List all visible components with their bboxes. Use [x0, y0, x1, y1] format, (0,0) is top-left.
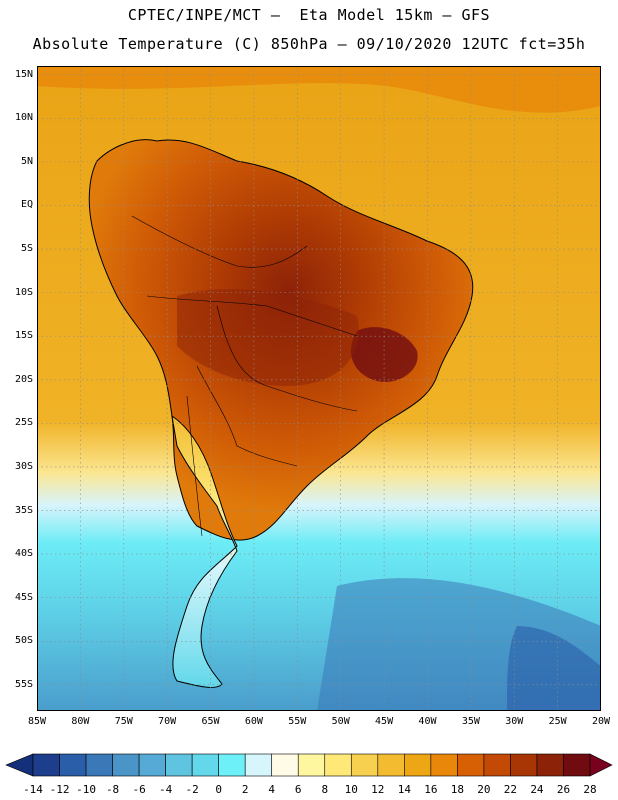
colorbar-tick-label: 22	[503, 783, 518, 796]
colorbar-swatch	[271, 753, 299, 777]
colorbar-tick-label: -8	[105, 783, 120, 796]
colorbar-tick-label: -6	[132, 783, 146, 796]
lon-tick-label: 20W	[591, 716, 611, 727]
lon-tick-label: 80W	[71, 716, 90, 727]
lat-tick-label: 5N	[20, 155, 33, 167]
colorbar-tick-label: 8	[321, 783, 329, 796]
colorbar-swatch	[510, 753, 538, 777]
colorbar-tick-label: 26	[556, 783, 571, 796]
colorbar-tick-label: -14	[23, 783, 43, 796]
colorbar-tick-label: 20	[477, 783, 491, 796]
colorbar-tick-label: 14	[397, 783, 411, 796]
colorbar-tick-label: 28	[583, 783, 597, 796]
lat-tick-label: 5S	[20, 243, 33, 255]
colorbar-tick-label: -4	[158, 783, 173, 796]
lat-tick-label: 30S	[14, 460, 33, 472]
temperature-map	[37, 66, 601, 711]
colorbar-tick-label: 16	[424, 783, 438, 796]
colorbar-tick-label: 6	[294, 783, 302, 796]
lat-tick-label: 10S	[14, 286, 33, 298]
colorbar-tick-label: -10	[76, 783, 96, 796]
lat-tick-label: 15S	[14, 330, 33, 342]
lat-tick-label: EQ	[20, 199, 33, 211]
map-frame	[37, 66, 601, 711]
colorbar-swatch	[350, 753, 379, 777]
central-hot-zone	[177, 288, 359, 386]
colorbar-swatch	[483, 753, 511, 777]
colorbar-swatch	[59, 753, 87, 777]
colorbar-swatch	[138, 753, 166, 777]
colorbar-under-arrow	[5, 753, 34, 777]
colorbar-tick-label: 12	[371, 783, 385, 796]
colorbar-swatch	[324, 753, 352, 777]
colorbar-swatch	[191, 753, 219, 777]
political-borders	[131, 215, 358, 537]
temperature-colorbar	[5, 753, 613, 777]
colorbar-over-arrow	[589, 753, 613, 777]
lon-tick-label: 75W	[114, 716, 133, 727]
southern-cone-land	[171, 414, 238, 688]
colorbar-swatch	[430, 753, 458, 777]
colorbar-swatch	[85, 753, 113, 777]
map-canvas	[37, 66, 601, 711]
lat-tick-label: 45S	[14, 591, 33, 603]
lon-tick-label: 60W	[244, 716, 263, 727]
colorbar-swatch	[244, 753, 273, 777]
lon-tick-label: 55W	[288, 716, 307, 727]
lon-tick-label: 45W	[375, 716, 394, 727]
colorbar-swatch	[218, 753, 246, 777]
colorbar-tick-label: 2	[241, 783, 249, 796]
colorbar-swatch	[32, 753, 60, 777]
colorbar-swatch	[297, 753, 326, 777]
lat-tick-label: 10N	[14, 112, 33, 124]
colorbar-tick-label: 18	[450, 783, 464, 796]
lon-tick-label: 30W	[505, 716, 524, 727]
lon-tick-label: 65W	[201, 716, 220, 727]
colorbar-tick-label: 4	[268, 783, 276, 796]
lon-tick-label: 25W	[548, 716, 567, 727]
lat-tick-label: 50S	[14, 635, 33, 647]
lon-tick-label: 85W	[27, 716, 47, 727]
lat-tick-label: 35S	[14, 504, 33, 516]
lat-tick-label: 20S	[14, 373, 33, 385]
lon-tick-label: 40W	[418, 716, 437, 727]
colorbar-swatch	[165, 753, 193, 777]
colorbar-tick-label: -2	[185, 783, 199, 796]
colorbar-tick-label: 10	[344, 783, 358, 796]
colorbar-swatch	[404, 753, 432, 777]
colorbar-tick-label: 0	[215, 783, 222, 796]
colorbar-tick-label: 24	[530, 783, 544, 796]
lon-tick-label: 35W	[461, 716, 480, 727]
lat-tick-label: 55S	[14, 678, 33, 690]
lat-tick-label: 40S	[14, 548, 33, 560]
lat-tick-label: 25S	[14, 417, 33, 429]
colorbar-swatch	[457, 753, 485, 777]
colorbar-swatch	[536, 753, 564, 777]
lon-tick-label: 50W	[331, 716, 350, 727]
colorbar-tick-label: -12	[49, 783, 70, 796]
southeast-cold-core	[507, 626, 601, 711]
lat-tick-label: 15N	[14, 68, 33, 80]
map-title-line-1: CPTEC/INPE/MCT – Eta Model 15km – GFS	[127, 6, 491, 24]
map-title-line-2: Absolute Temperature (C) 850hPa – 09/10/…	[32, 35, 586, 53]
colorbar-swatch	[112, 753, 140, 777]
colorbar-swatch	[563, 753, 591, 777]
north-warm-band	[37, 66, 601, 113]
lon-tick-label: 70W	[158, 716, 177, 727]
colorbar-swatch	[377, 753, 405, 777]
